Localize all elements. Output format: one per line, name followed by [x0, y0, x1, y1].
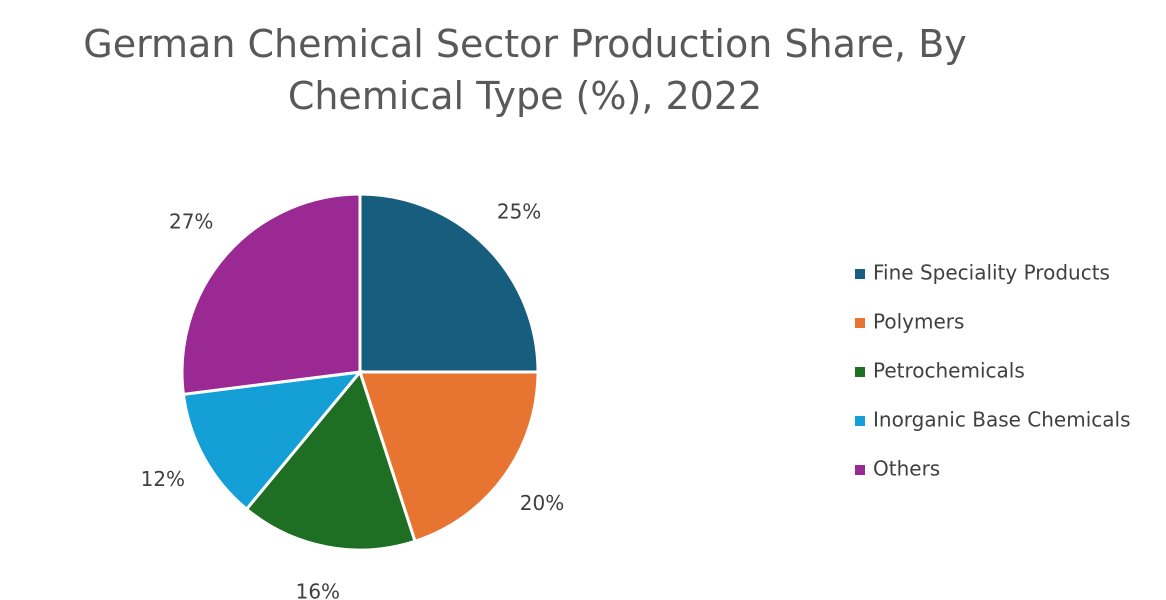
chart-title: German Chemical Sector Production Share,…	[83, 22, 967, 118]
data-label: 16%	[296, 580, 340, 600]
legend-swatch	[855, 416, 865, 426]
legend-label: Fine Speciality Products	[873, 261, 1110, 285]
legend-label: Petrochemicals	[873, 359, 1025, 383]
pie-slice	[180, 192, 362, 396]
pie-slice	[244, 368, 417, 552]
legend-label: Inorganic Base Chemicals	[873, 408, 1131, 432]
data-label: 25%	[497, 199, 541, 223]
data-label: 20%	[520, 491, 564, 515]
legend-swatch	[855, 318, 865, 328]
legend-swatch	[855, 465, 865, 475]
pie-slice	[181, 370, 364, 512]
pie-slice	[358, 192, 540, 374]
legend-swatch	[855, 367, 865, 377]
data-label: 12%	[141, 467, 185, 491]
legend-label: Polymers	[873, 310, 964, 334]
legend-label: Others	[873, 457, 940, 481]
pie-slice	[357, 370, 540, 544]
legend-swatch	[855, 269, 865, 279]
data-label: 27%	[169, 210, 213, 234]
